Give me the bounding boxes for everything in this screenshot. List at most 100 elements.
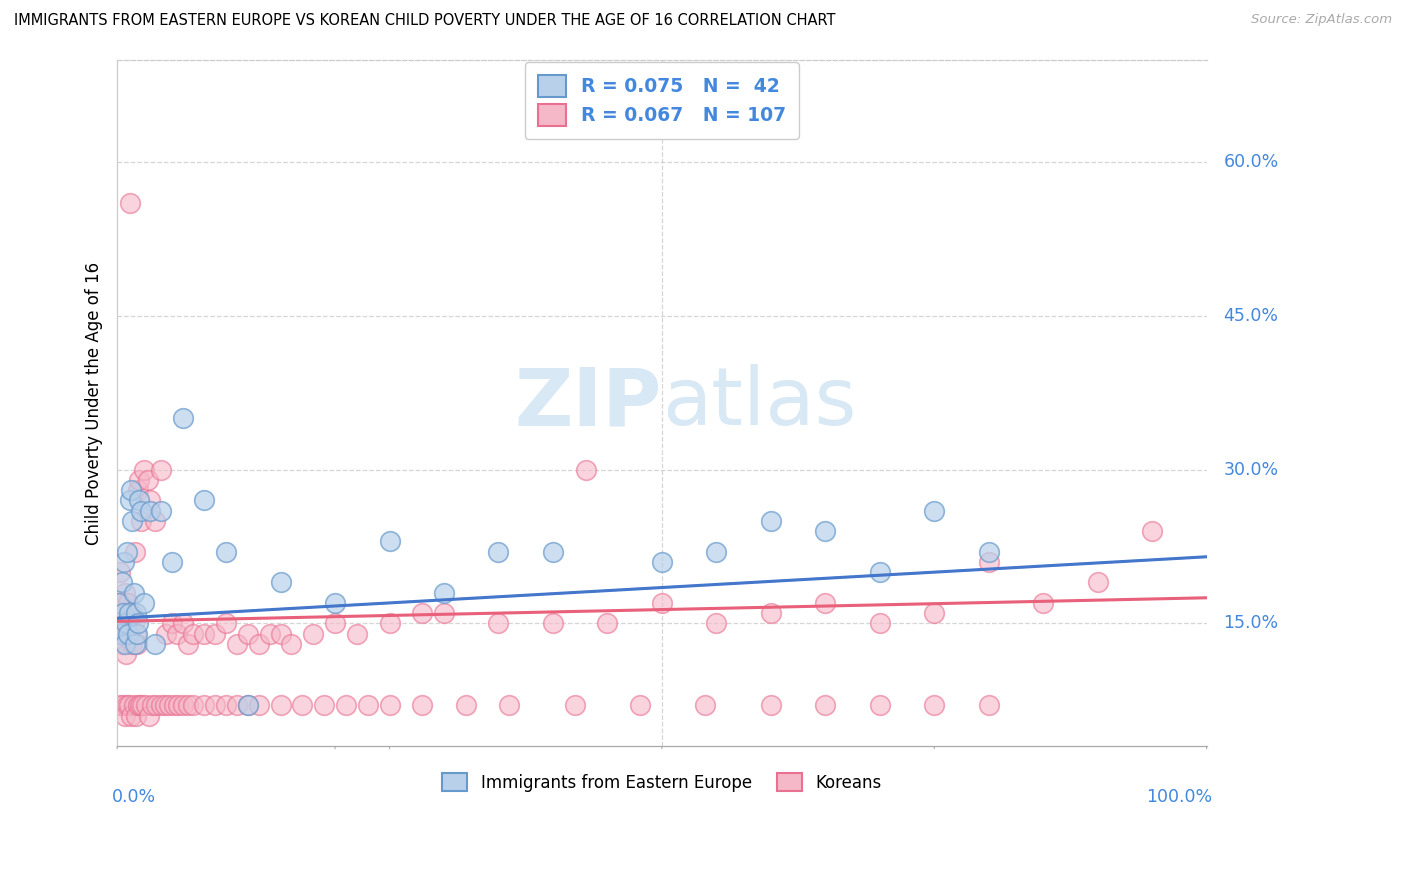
Point [134,463,156,477]
Point [122,698,145,713]
Point [117,596,139,610]
Point [172,616,194,631]
Point [166,626,188,640]
Point [541,616,564,631]
Point [108,596,131,610]
Point [193,493,215,508]
Point [125,708,148,723]
Point [378,616,401,631]
Text: IMMIGRANTS FROM EASTERN EUROPE VS KOREAN CHILD POVERTY UNDER THE AGE OF 16 CORRE: IMMIGRANTS FROM EASTERN EUROPE VS KOREAN… [14,13,835,29]
Point [149,503,172,517]
Point [814,596,837,610]
Point [1032,596,1054,610]
Point [149,463,172,477]
Point [247,698,270,713]
Point [314,698,336,713]
Point [122,616,145,631]
Point [172,411,194,425]
Point [153,698,176,713]
Point [112,626,135,640]
Point [193,626,215,640]
Point [922,606,945,620]
Point [454,698,477,713]
Point [114,585,136,599]
Point [120,606,142,620]
Point [167,698,190,713]
Point [131,698,153,713]
Point [120,483,142,497]
Point [115,544,138,558]
Point [177,637,200,651]
Point [564,698,586,713]
Point [149,698,172,713]
Point [163,698,186,713]
Point [357,698,380,713]
Point [110,698,132,713]
Point [111,606,134,620]
Text: 45.0%: 45.0% [1223,307,1278,325]
Point [124,544,146,558]
Point [139,493,162,508]
Point [215,698,238,713]
Text: 100.0%: 100.0% [1146,788,1212,805]
Point [114,637,136,651]
Point [122,585,145,599]
Point [136,473,159,487]
Point [183,626,205,640]
Point [378,698,401,713]
Point [110,565,132,579]
Point [160,616,183,631]
Point [651,555,673,569]
Point [118,606,141,620]
Point [108,616,131,631]
Point [117,626,139,640]
Point [226,637,249,651]
Point [814,524,837,538]
Text: atlas: atlas [662,364,856,442]
Point [236,698,259,713]
Point [139,503,162,517]
Point [127,616,149,631]
Point [706,544,728,558]
Point [125,606,148,620]
Point [127,698,149,713]
Point [922,698,945,713]
Point [346,626,368,640]
Point [215,616,238,631]
Point [869,616,891,631]
Point [433,585,456,599]
Point [411,606,433,620]
Point [143,637,166,651]
Point [215,544,238,558]
Point [129,514,152,528]
Legend: Immigrants from Eastern Europe, Koreans: Immigrants from Eastern Europe, Koreans [434,764,890,800]
Point [172,698,194,713]
Point [111,698,134,713]
Point [695,698,717,713]
Text: 30.0%: 30.0% [1223,460,1278,479]
Point [120,493,142,508]
Text: Source: ZipAtlas.com: Source: ZipAtlas.com [1251,13,1392,27]
Point [111,606,134,620]
Text: 15.0%: 15.0% [1223,615,1278,632]
Point [226,698,249,713]
Point [134,698,156,713]
Point [121,514,143,528]
Point [236,698,259,713]
Point [120,708,142,723]
Point [204,698,226,713]
Point [247,637,270,651]
Point [121,637,143,651]
Point [488,616,510,631]
Point [160,555,183,569]
Point [1087,575,1109,590]
Point [134,596,156,610]
Point [302,626,325,640]
Point [759,606,782,620]
Text: 0.0%: 0.0% [111,788,156,805]
Point [378,534,401,549]
Point [124,637,146,651]
Point [193,698,215,713]
Point [759,698,782,713]
Point [411,698,433,713]
